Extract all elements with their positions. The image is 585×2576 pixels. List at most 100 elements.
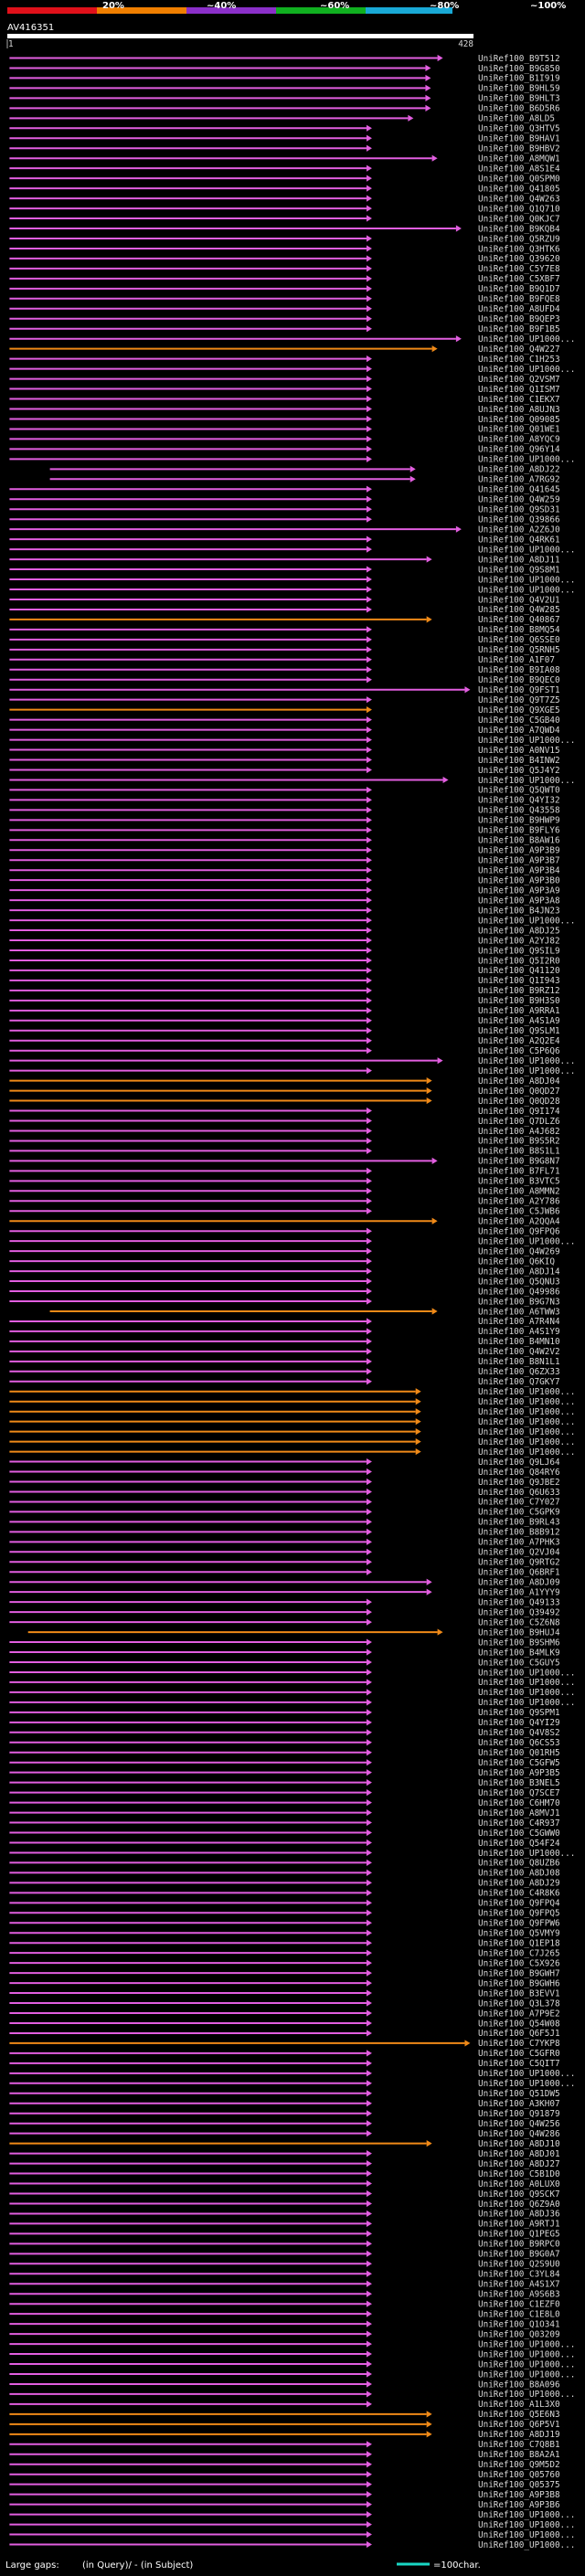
hit-label[interactable]: UniRef100_Q6SSE0 [478,635,560,645]
hit-label[interactable]: UniRef100_UP1000... [478,455,575,465]
hit-label[interactable]: UniRef100_UP1000... [478,334,575,345]
hit-label[interactable]: UniRef100_A8DJ14 [478,1267,560,1277]
hit-label[interactable]: UniRef100_A9P3B7 [478,856,560,866]
hit-label[interactable]: UniRef100_UP1000... [478,2069,575,2079]
hit-label[interactable]: UniRef100_UP1000... [478,2359,575,2369]
hit-label[interactable]: UniRef100_A1L3X0 [478,2400,560,2410]
hit-label[interactable]: UniRef100_Q4YI29 [478,1718,560,1728]
hit-label[interactable]: UniRef100_UP1000... [478,575,575,585]
hit-label[interactable]: UniRef100_Q9T7Z5 [478,695,560,705]
hit-label[interactable]: UniRef100_A8MQW1 [478,154,560,164]
hit-label[interactable]: UniRef100_Q3HTK6 [478,244,560,254]
hit-label[interactable]: UniRef100_B8S1L1 [478,1147,560,1157]
hit-label[interactable]: UniRef100_A8DJ36 [478,2210,560,2220]
hit-label[interactable]: UniRef100_B4MN10 [478,1337,560,1347]
hit-label[interactable]: UniRef100_A4S1Y9 [478,1327,560,1337]
hit-label[interactable]: UniRef100_B9IA08 [478,665,560,675]
hit-label[interactable]: UniRef100_Q40867 [478,615,560,625]
hit-label[interactable]: UniRef100_A9P3A9 [478,885,560,896]
hit-label[interactable]: UniRef100_UP1000... [478,1698,575,1708]
hit-label[interactable]: UniRef100_A9P3B4 [478,866,560,876]
hit-label[interactable]: UniRef100_Q9XGE5 [478,705,560,716]
hit-label[interactable]: UniRef100_B7FL71 [478,1167,560,1177]
hit-label[interactable]: UniRef100_UP1000... [478,1417,575,1427]
hit-label[interactable]: UniRef100_C7J265 [478,1948,560,1958]
hit-label[interactable]: UniRef100_UP1000... [478,2079,575,2089]
hit-label[interactable]: UniRef100_A8DJ09 [478,1578,560,1588]
hit-label[interactable]: UniRef100_B9GWH6 [478,1978,560,1988]
hit-label[interactable]: UniRef100_B9G7N3 [478,1297,560,1307]
hit-label[interactable]: UniRef100_C1EZF0 [478,2299,560,2309]
hit-label[interactable]: UniRef100_Q3L378 [478,1998,560,2009]
hit-label[interactable]: UniRef100_B9FQE8 [478,294,560,304]
hit-label[interactable]: UniRef100_Q1I943 [478,976,560,986]
hit-label[interactable]: UniRef100_Q03209 [478,2329,560,2339]
hit-label[interactable]: UniRef100_Q05760 [478,2470,560,2480]
hit-label[interactable]: UniRef100_Q5J4Y2 [478,766,560,776]
hit-label[interactable]: UniRef100_UP1000... [478,1397,575,1407]
hit-label[interactable]: UniRef100_A4J682 [478,1127,560,1137]
hit-label[interactable]: UniRef100_UP1000... [478,2339,575,2349]
hit-label[interactable]: UniRef100_Q4W256 [478,2119,560,2129]
hit-label[interactable]: UniRef100_C1E8L0 [478,2309,560,2319]
hit-label[interactable]: UniRef100_B3EVV1 [478,1988,560,1998]
hit-label[interactable]: UniRef100_Q6F5J1 [478,2029,560,2039]
hit-label[interactable]: UniRef100_UP1000... [478,1407,575,1417]
hit-label[interactable]: UniRef100_C5GPK9 [478,1508,560,1518]
hit-label[interactable]: UniRef100_C7Q8B1 [478,2440,560,2450]
hit-label[interactable]: UniRef100_A2Q2E4 [478,1036,560,1046]
hit-label[interactable]: UniRef100_Q54F24 [478,1839,560,1849]
hit-label[interactable]: UniRef100_C5B1D0 [478,2169,560,2179]
hit-label[interactable]: UniRef100_UP1000... [478,1849,575,1859]
hit-label[interactable]: UniRef100_B9GWH7 [478,1968,560,1978]
hit-label[interactable]: UniRef100_B9HAV1 [478,134,560,144]
hit-label[interactable]: UniRef100_B3NEL5 [478,1778,560,1788]
hit-label[interactable]: UniRef100_A4S1X7 [478,2280,560,2290]
hit-label[interactable]: UniRef100_UP1000... [478,585,575,595]
hit-label[interactable]: UniRef100_Q5RNH5 [478,645,560,655]
hit-label[interactable]: UniRef100_A7QWD4 [478,726,560,736]
hit-label[interactable]: UniRef100_B9G0A7 [478,2250,560,2260]
hit-label[interactable]: UniRef100_B8A2A1 [478,2450,560,2460]
hit-label[interactable]: UniRef100_UP1000... [478,776,575,786]
hit-label[interactable]: UniRef100_B9T512 [478,54,560,64]
hit-label[interactable]: UniRef100_UP1000... [478,2390,575,2400]
hit-label[interactable]: UniRef100_Q01RH5 [478,1748,560,1758]
hit-label[interactable]: UniRef100_A8DJ22 [478,465,560,475]
hit-label[interactable]: UniRef100_UP1000... [478,1668,575,1678]
hit-label[interactable]: UniRef100_UP1000... [478,736,575,746]
hit-label[interactable]: UniRef100_Q0QD27 [478,1087,560,1097]
hit-label[interactable]: UniRef100_B9G850 [478,64,560,74]
hit-label[interactable]: UniRef100_Q9SIL9 [478,946,560,956]
hit-label[interactable]: UniRef100_UP1000... [478,2510,575,2520]
hit-label[interactable]: UniRef100_Q4W263 [478,194,560,204]
hit-label[interactable]: UniRef100_Q09085 [478,415,560,425]
hit-label[interactable]: UniRef100_Q4V2U1 [478,595,560,605]
hit-label[interactable]: UniRef100_Q4W285 [478,605,560,615]
hit-label[interactable]: UniRef100_Q4W286 [478,2129,560,2139]
hit-label[interactable]: UniRef100_B4JN23 [478,906,560,916]
hit-label[interactable]: UniRef100_C5GUY5 [478,1658,560,1668]
hit-label[interactable]: UniRef100_Q1ISM7 [478,385,560,395]
hit-label[interactable]: UniRef100_B9HWP9 [478,816,560,826]
hit-label[interactable]: UniRef100_B9QEP3 [478,314,560,324]
hit-label[interactable]: UniRef100_Q49986 [478,1287,560,1297]
hit-label[interactable]: UniRef100_A8DJ11 [478,555,560,565]
hit-label[interactable]: UniRef100_C5XBF7 [478,274,560,284]
hit-label[interactable]: UniRef100_A0LUX0 [478,2179,560,2189]
hit-label[interactable]: UniRef100_A8LD5 [478,114,555,124]
hit-label[interactable]: UniRef100_UP1000... [478,365,575,375]
hit-label[interactable]: UniRef100_Q49133 [478,1597,560,1607]
hit-label[interactable]: UniRef100_Q5QWT0 [478,786,560,796]
hit-label[interactable]: UniRef100_A2Z6J0 [478,525,560,535]
hit-label[interactable]: UniRef100_Q6KIQ [478,1256,555,1267]
hit-label[interactable]: UniRef100_B4INW2 [478,756,560,766]
hit-label[interactable]: UniRef100_Q5VMY9 [478,1929,560,1939]
hit-label[interactable]: UniRef100_Q41805 [478,184,560,194]
hit-label[interactable]: UniRef100_B9G8N7 [478,1157,560,1167]
hit-label[interactable]: UniRef100_A2YJ82 [478,936,560,946]
hit-label[interactable]: UniRef100_B9RZ12 [478,986,560,996]
hit-label[interactable]: UniRef100_B9F1B5 [478,324,560,334]
hit-label[interactable]: UniRef100_B9S5R2 [478,1137,560,1147]
hit-label[interactable]: UniRef100_A6TWW3 [478,1307,560,1317]
